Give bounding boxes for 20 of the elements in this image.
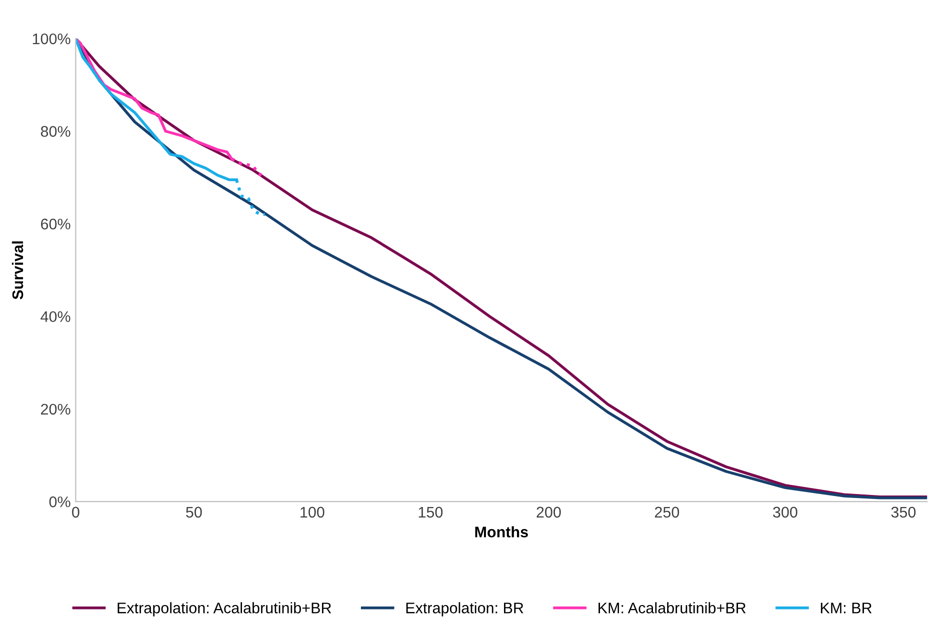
y-tick-label: 100% — [32, 33, 70, 44]
legend-label: KM: Acalabrutinib+BR — [598, 602, 746, 614]
x-tick-label: 100 — [300, 506, 324, 518]
y-tick-label: 60% — [41, 218, 70, 230]
y-tick-label: 20% — [41, 404, 70, 415]
y-tick-label: 40% — [40, 311, 70, 322]
legend-label: Extrapolation: Acalabrutinib+BR — [118, 602, 332, 616]
x-tick-label: 250 — [654, 506, 680, 518]
x-tick-label: 50 — [186, 506, 202, 518]
x-axis-title: Months — [475, 526, 528, 538]
y-tick-label: 0% — [49, 496, 70, 508]
x-tick-label: 200 — [536, 506, 561, 518]
x-tick-label: 150 — [418, 506, 443, 518]
x-tick-label: 300 — [773, 506, 798, 518]
x-tick-label: 350 — [891, 506, 916, 518]
y-axis-title: Survival — [12, 241, 24, 300]
legend-label: Extrapolation: BR — [406, 602, 524, 616]
y-tick-label: 80% — [40, 126, 70, 137]
x-tick-label: 0 — [72, 506, 80, 518]
legend-label: KM: BR — [820, 602, 872, 614]
